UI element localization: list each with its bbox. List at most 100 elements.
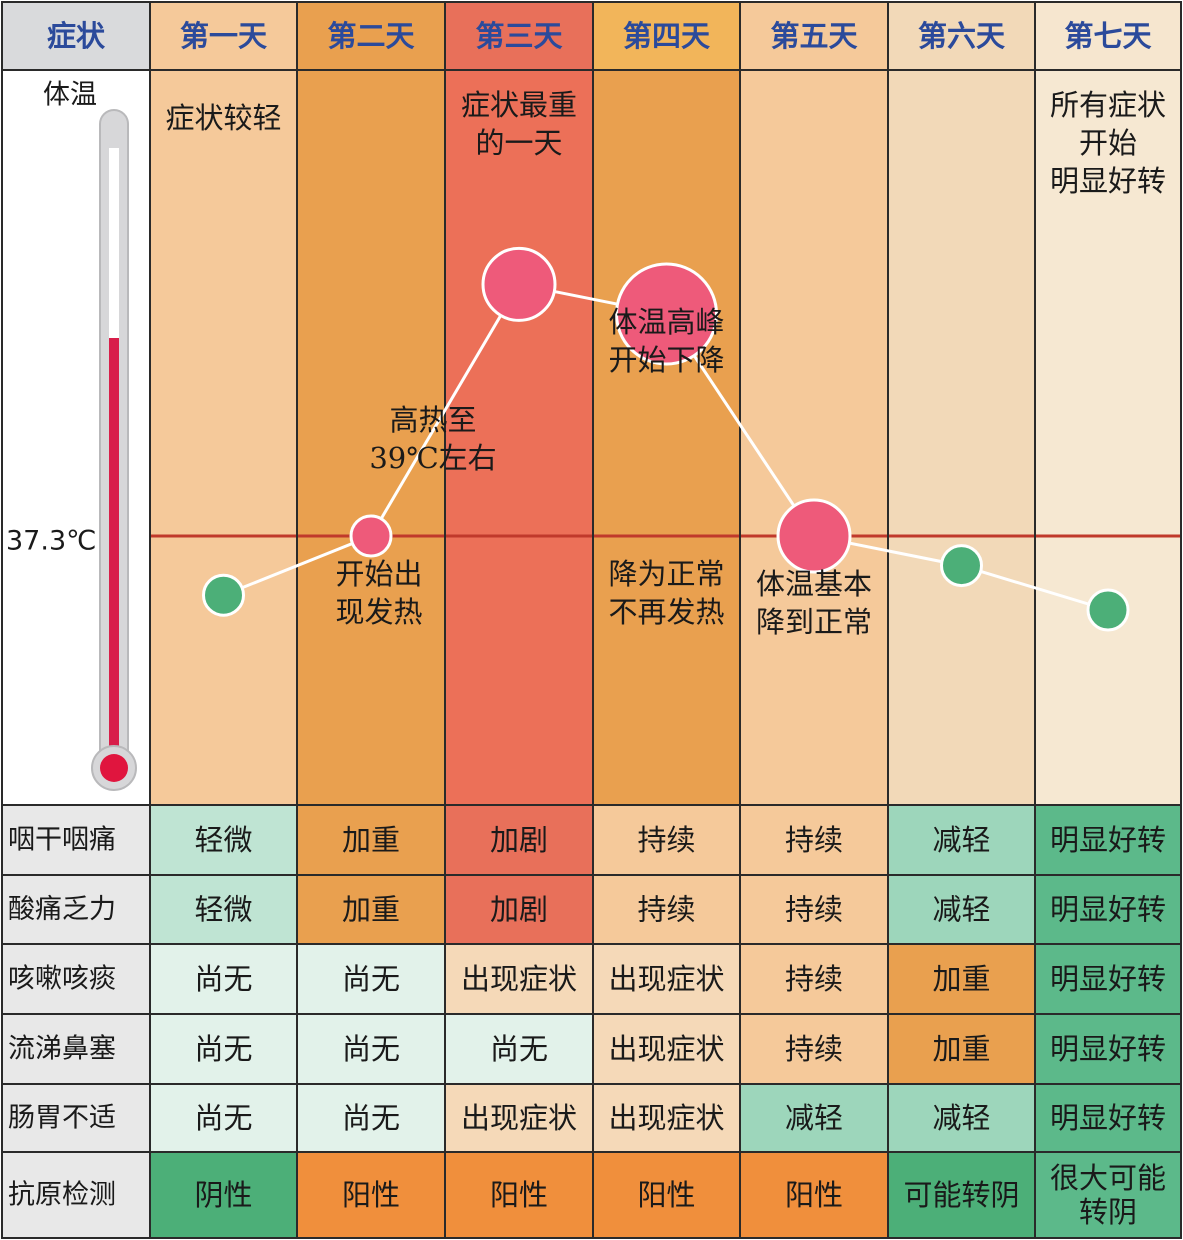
day-column-6	[888, 70, 1035, 805]
day-column-4	[593, 70, 740, 805]
cell-r6-c6: 可能转阴	[903, 1178, 1019, 1212]
table-cell	[445, 805, 593, 875]
table-cell	[297, 805, 445, 875]
temperature-point	[615, 262, 718, 366]
table-cell	[297, 1084, 445, 1152]
cell-r6-c7-line1: 很大可能	[1050, 1161, 1166, 1195]
cell-r3-c6: 加重	[932, 962, 990, 996]
thermometer-glass	[109, 148, 119, 338]
annotation-day7-top-line1: 所有症状	[1050, 88, 1166, 122]
table-cell	[740, 1084, 888, 1152]
table-cell	[593, 1084, 740, 1152]
cell-r5-c4: 出现症状	[608, 1101, 724, 1135]
annotation-day3-top-line1: 症状最重	[461, 88, 577, 122]
row-label-bg	[2, 944, 150, 1014]
table-cell	[150, 944, 297, 1014]
header-day-bg	[1035, 2, 1181, 70]
cell-r1-c5: 持续	[785, 823, 843, 857]
row-label-2: 酸痛乏力	[8, 894, 116, 925]
thermometer-bulb	[100, 754, 128, 782]
table-cell	[593, 1152, 740, 1238]
table-cell	[445, 1014, 593, 1084]
cell-r6-c2: 阳性	[342, 1178, 400, 1212]
header-day-bg	[888, 2, 1035, 70]
row-label-bg	[2, 1084, 150, 1152]
annotation-day1-top-line1: 症状较轻	[165, 101, 281, 135]
table-cell	[740, 1152, 888, 1238]
table-cell	[740, 805, 888, 875]
table-cell	[888, 875, 1035, 944]
table-cell	[445, 944, 593, 1014]
cell-r1-c4: 持续	[637, 823, 695, 857]
temperature-point	[481, 246, 557, 322]
cell-r4-c6: 加重	[932, 1032, 990, 1066]
header-day-5: 第五天	[770, 19, 857, 53]
thermometer-label: 体温	[43, 80, 97, 111]
day-column-2	[297, 70, 445, 805]
header-day-bg	[150, 2, 297, 70]
temperature-point	[349, 514, 393, 558]
cell-r5-c7: 明显好转	[1050, 1101, 1166, 1135]
cell-r5-c1: 尚无	[194, 1101, 252, 1135]
annotation-day4-low-line1: 降为正常	[608, 557, 724, 591]
annotation-day7-top-line2: 开始	[1079, 126, 1137, 160]
header-day-4: 第四天	[623, 19, 710, 53]
table-cell	[150, 875, 297, 944]
cell-r1-c7: 明显好转	[1050, 823, 1166, 857]
table-cell	[445, 1152, 593, 1238]
table-cell	[297, 1014, 445, 1084]
cell-r2-c5: 持续	[785, 893, 843, 927]
table-cell	[740, 875, 888, 944]
row-label-5: 肠胃不适	[8, 1103, 116, 1134]
cell-r5-c5: 减轻	[785, 1101, 843, 1135]
table-cell	[593, 1014, 740, 1084]
cell-r3-c4: 出现症状	[608, 962, 724, 996]
cell-r6-c3: 阳性	[490, 1178, 548, 1212]
table-cell	[297, 1152, 445, 1238]
cell-r6-c5: 阳性	[785, 1178, 843, 1212]
table-cell	[445, 875, 593, 944]
row-label-4: 流涕鼻塞	[8, 1034, 116, 1065]
table-cell	[150, 1084, 297, 1152]
cell-r1-c1: 轻微	[194, 823, 252, 857]
cell-r4-c7: 明显好转	[1050, 1032, 1166, 1066]
table-cell	[888, 944, 1035, 1014]
cell-r1-c3: 加剧	[490, 823, 548, 857]
day-column-1	[150, 70, 297, 805]
table-cell	[1035, 805, 1181, 875]
cell-r6-c1: 阴性	[194, 1178, 252, 1212]
row-label-3: 咳嗽咳痰	[8, 964, 116, 995]
cell-r6-c7-line2: 转阴	[1079, 1195, 1137, 1229]
annotation-day2-low-line2: 现发热	[335, 595, 422, 629]
table-cell	[740, 944, 888, 1014]
row-label-bg	[2, 1152, 150, 1238]
header-day-1: 第一天	[180, 19, 267, 53]
table-cell	[593, 875, 740, 944]
cell-r1-c2: 加重	[342, 823, 400, 857]
row-label-bg	[2, 805, 150, 875]
day-column-7	[1035, 70, 1181, 805]
cell-r2-c4: 持续	[637, 893, 695, 927]
annotation-day2-mid-line2: 39℃左右	[369, 441, 496, 475]
table-cell	[1035, 944, 1181, 1014]
temperature-point	[202, 573, 245, 617]
cell-r3-c1: 尚无	[194, 962, 252, 996]
table-cell	[1035, 1152, 1181, 1238]
cell-r5-c6: 减轻	[932, 1101, 990, 1135]
table-cell	[445, 1084, 593, 1152]
table-cell	[1035, 1014, 1181, 1084]
cell-r3-c3: 出现症状	[461, 962, 577, 996]
cell-r4-c2: 尚无	[342, 1032, 400, 1066]
annotation-day2-mid-line1: 高热至	[389, 403, 476, 437]
cell-r5-c3: 出现症状	[461, 1101, 577, 1135]
table-cell	[740, 1014, 888, 1084]
row-label-bg	[2, 1014, 150, 1084]
header-day-3: 第三天	[475, 19, 562, 53]
row-label-1: 咽干咽痛	[8, 825, 116, 856]
annotation-day5-low-line1: 体温基本	[756, 567, 872, 601]
header-day-bg	[445, 2, 593, 70]
day-column-5	[740, 70, 888, 805]
table-cell	[888, 1014, 1035, 1084]
